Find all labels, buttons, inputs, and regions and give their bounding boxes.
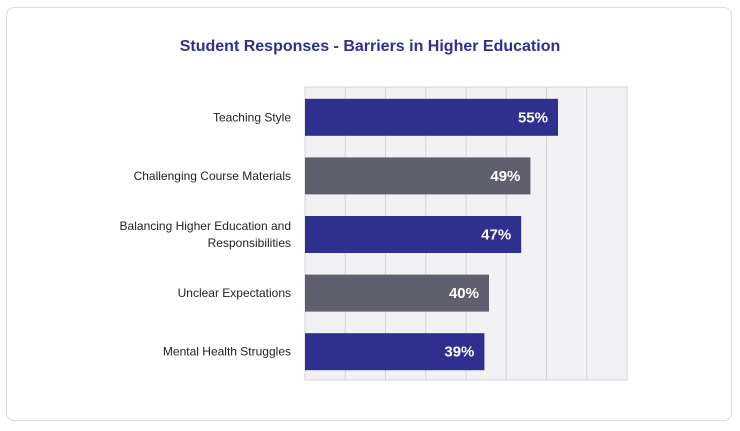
value-label: 49% [490, 168, 520, 185]
category-label-line: Mental Health Struggles [163, 345, 291, 359]
category-label: Mental Health Struggles [163, 345, 291, 359]
category-label: Challenging Course Materials [134, 169, 291, 183]
value-label: 47% [481, 227, 511, 244]
category-label: Teaching Style [213, 110, 291, 124]
category-labels: Teaching Style Challenging Course Materia… [120, 110, 292, 358]
category-label-line: Balancing Higher Education and [120, 219, 291, 233]
bar [305, 216, 522, 253]
category-label-line: Teaching Style [213, 110, 291, 124]
category-label-line: Challenging Course Materials [134, 169, 291, 183]
value-label: 39% [444, 344, 474, 361]
bars [305, 98, 558, 371]
bar [305, 333, 485, 371]
category-label: Unclear Expectations [178, 286, 291, 300]
value-label: 40% [449, 285, 479, 302]
bar [305, 98, 558, 136]
category-label-line: Unclear Expectations [178, 286, 291, 300]
chart-title: Student Responses - Barriers in Higher E… [179, 38, 561, 55]
bar [305, 157, 531, 195]
value-label: 55% [518, 109, 548, 126]
value-labels: 55% 49% 47% 40% 39% [444, 109, 548, 360]
category-label: Balancing Higher Education and Responsibi… [120, 219, 291, 250]
bar [305, 274, 489, 312]
category-label-line: Responsibilities [208, 236, 291, 250]
